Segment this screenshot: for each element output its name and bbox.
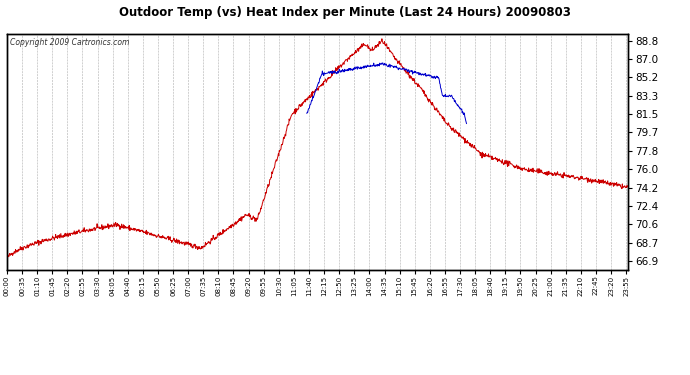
Text: Outdoor Temp (vs) Heat Index per Minute (Last 24 Hours) 20090803: Outdoor Temp (vs) Heat Index per Minute … bbox=[119, 6, 571, 19]
Text: Copyright 2009 Cartronics.com: Copyright 2009 Cartronics.com bbox=[10, 39, 130, 48]
